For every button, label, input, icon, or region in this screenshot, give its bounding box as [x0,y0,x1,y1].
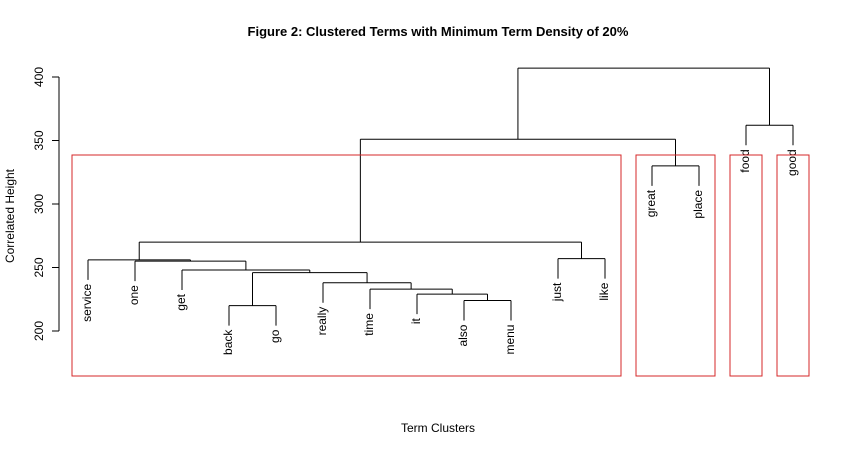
leaf-label-it: it [409,318,423,325]
dendrogram-links [87,67,794,326]
leaf-label-one: one [127,285,141,305]
leaf-label-place: place [691,190,705,219]
y-axis-label: Correlated Height [3,168,17,263]
leaf-label-like: like [597,282,611,300]
cluster-box-3 [729,154,763,377]
leaf-label-time: time [362,313,376,336]
y-tick-label: 350 [32,130,46,150]
leaf-label-food: food [738,149,752,172]
y-tick-label: 400 [32,67,46,87]
cluster-box-1 [71,154,622,377]
leaf-label-get: get [174,293,188,310]
cluster-box-4 [776,154,810,377]
chart-title: Figure 2: Clustered Terms with Minimum T… [248,24,629,39]
y-axis: 200 250 300 350 400 [32,67,60,341]
leaf-label-back: back [221,329,235,355]
leaf-label-go: go [268,329,282,343]
leaf-label-also: also [456,324,470,346]
cluster-boxes [71,154,810,377]
x-axis-label: Term Clusters [401,421,475,435]
leaf-labels: service one get back go really time it also menu j… [80,149,799,355]
y-tick-label: 300 [32,194,46,214]
leaf-label-just: just [550,282,564,302]
y-tick-label: 250 [32,257,46,277]
leaf-label-really: really [315,307,329,336]
cluster-box-2 [635,154,716,377]
leaf-label-good: good [785,149,799,176]
leaf-label-menu: menu [503,325,517,355]
y-tick-label: 200 [32,321,46,341]
leaf-label-service: service [80,284,94,322]
leaf-label-great: great [644,189,658,217]
